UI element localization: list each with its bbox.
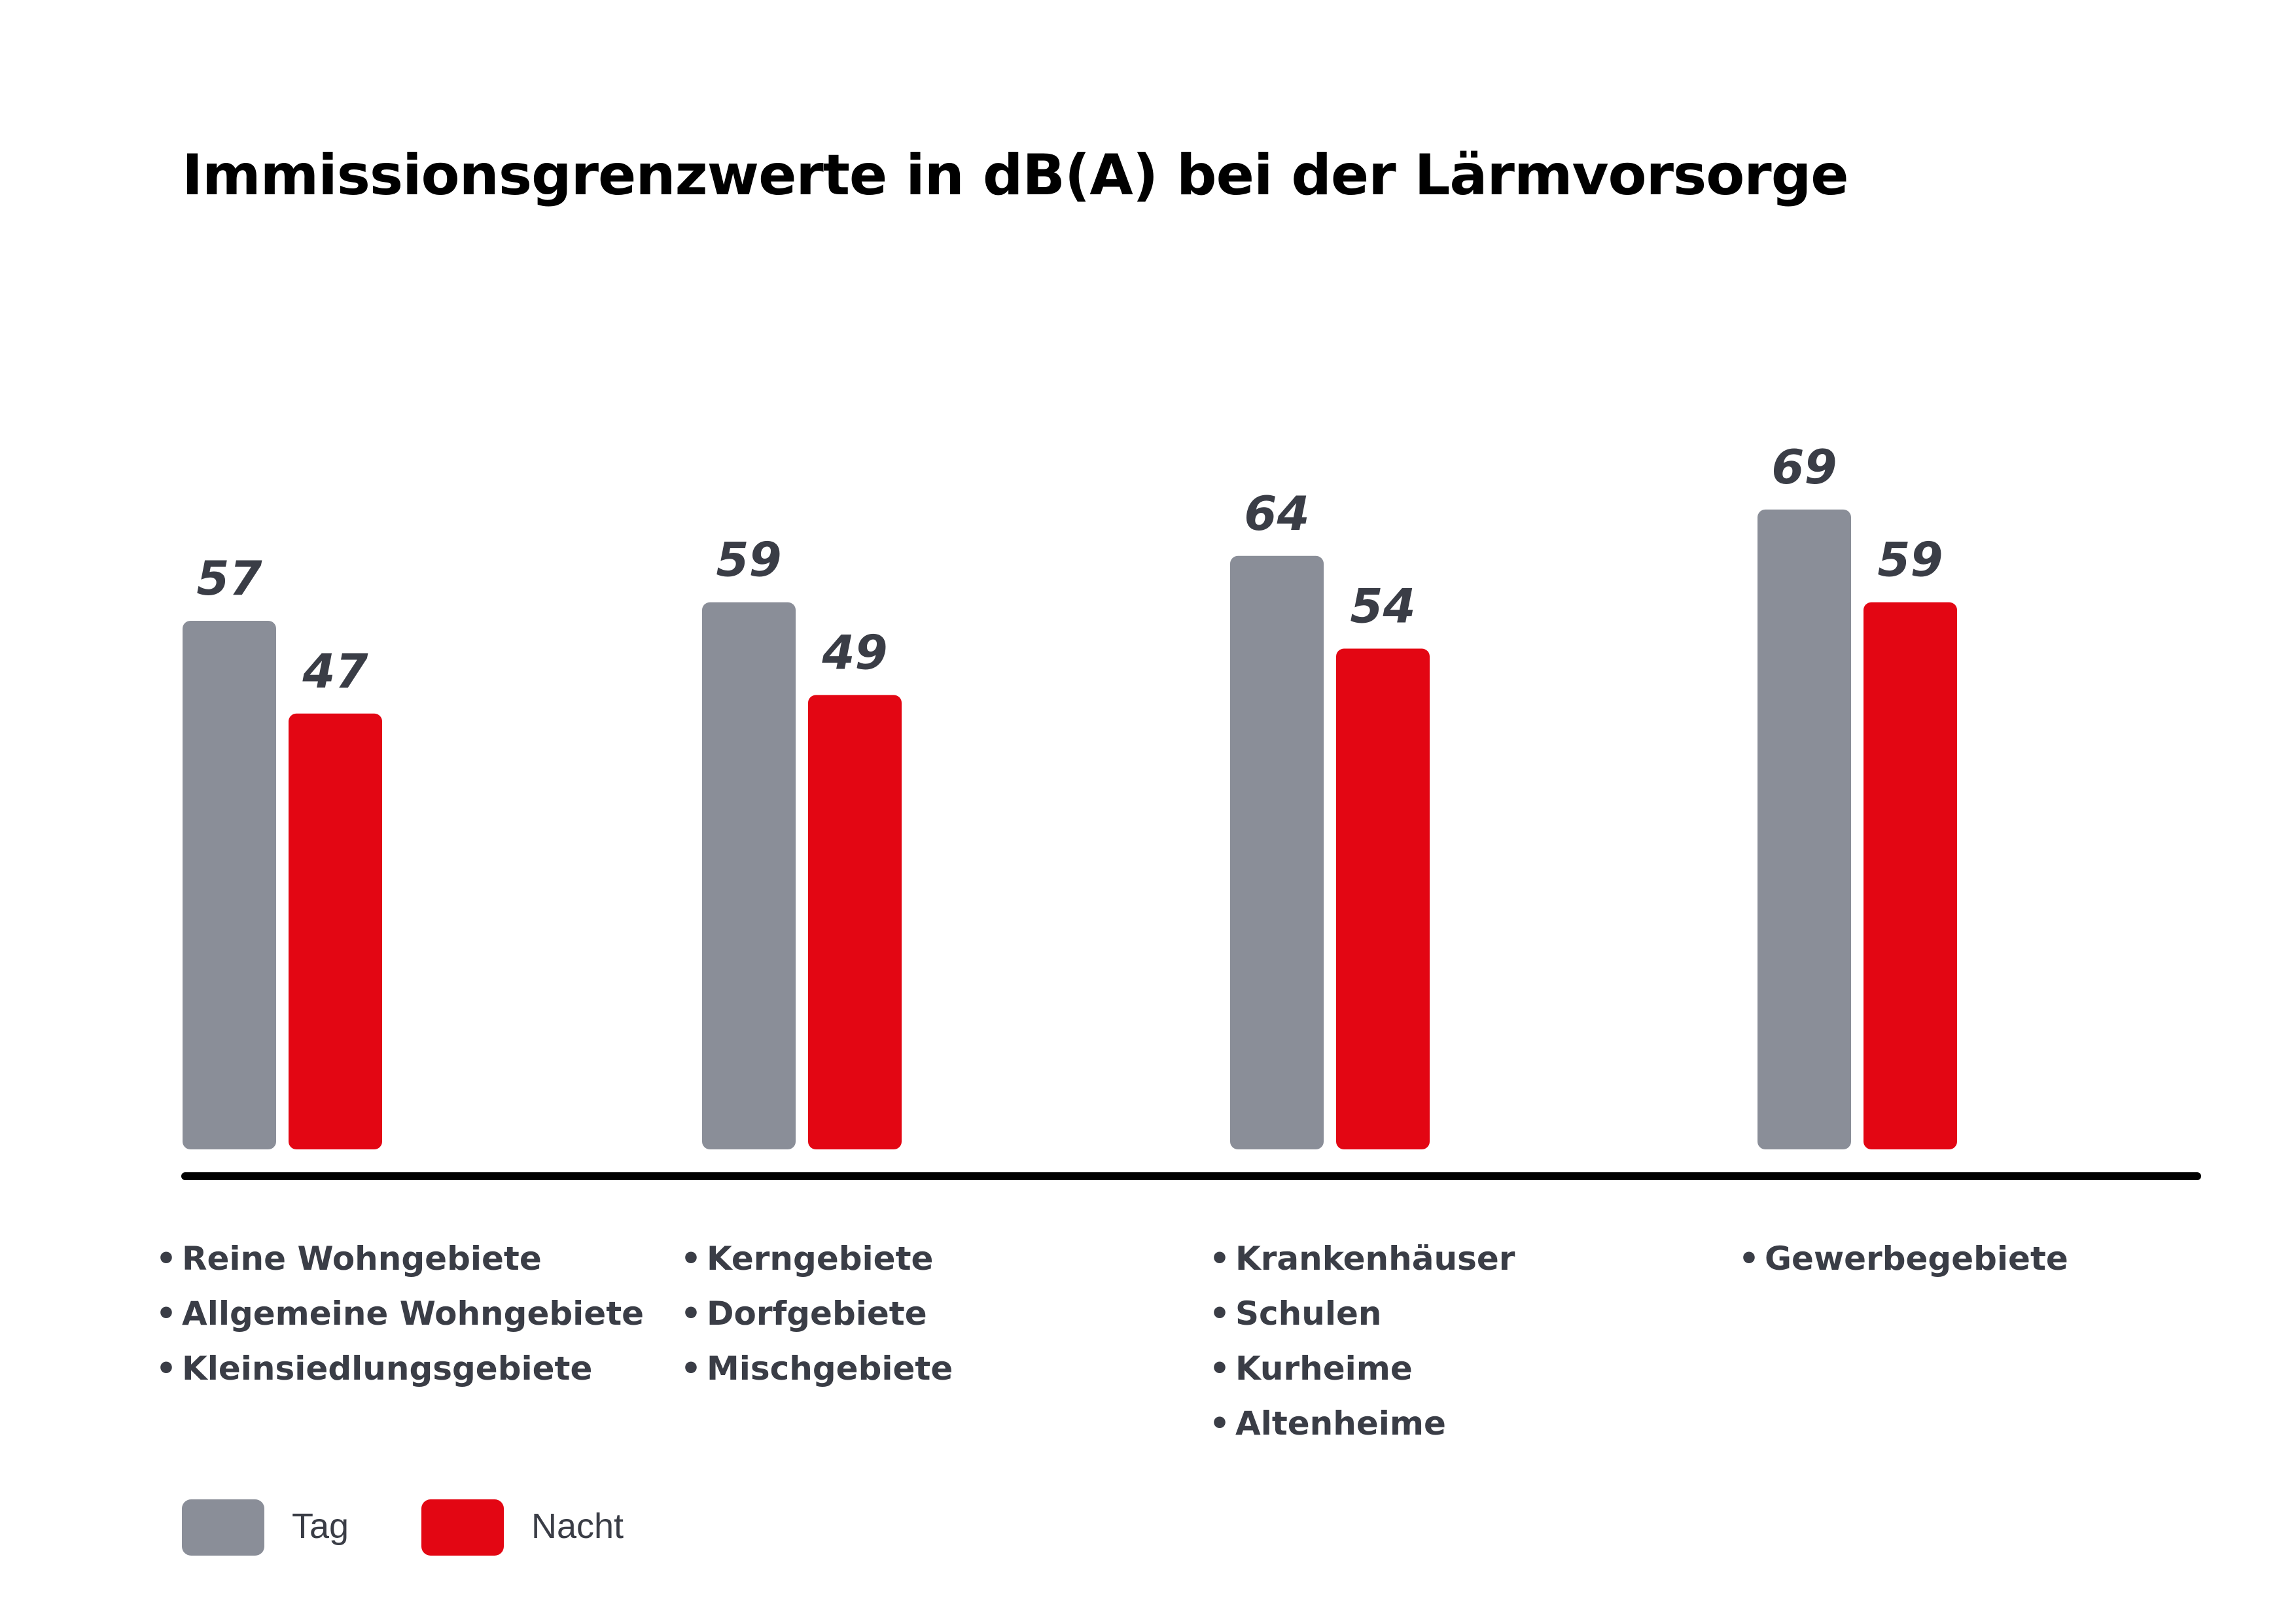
category-text: Kerngebiete bbox=[707, 1240, 934, 1278]
category-text: Altenheime bbox=[1235, 1405, 1446, 1442]
bullet: • bbox=[1209, 1405, 1230, 1442]
value-label-tag-3: 64 bbox=[1244, 486, 1309, 541]
category-text: Kleinsiedlungsgebiete bbox=[182, 1350, 593, 1387]
bullet: • bbox=[1739, 1240, 1759, 1278]
bullet: • bbox=[1209, 1240, 1230, 1278]
category-text: Gewerbegebiete bbox=[1765, 1240, 2068, 1278]
value-label-nacht-4: 59 bbox=[1877, 532, 1943, 587]
category-text: Mischgebiete bbox=[707, 1350, 953, 1387]
value-label-tag-1: 57 bbox=[196, 551, 262, 606]
legend-label-tag: Tag bbox=[292, 1507, 349, 1546]
category-list-2: • Kerngebiete • Dorfgebiete • Mischgebiete bbox=[680, 1231, 953, 1396]
category-text: Kurheime bbox=[1235, 1350, 1413, 1387]
category-list-3: • Krankenhäuser • Schulen • Kurheime • Altenhei… bbox=[1209, 1231, 1515, 1451]
category-text: Allgemeine Wohngebiete bbox=[182, 1295, 645, 1333]
bullet: • bbox=[680, 1350, 701, 1387]
bullet: • bbox=[156, 1240, 177, 1278]
bar-tag-1 bbox=[183, 621, 276, 1149]
value-labels-group: 57 59 64 69 47 49 54 59 bbox=[196, 440, 1943, 699]
bar-tag-4 bbox=[1757, 509, 1851, 1149]
category-label: • Schulen bbox=[1209, 1286, 1515, 1341]
category-label: • Gewerbegebiete bbox=[1739, 1231, 2068, 1286]
category-label: • Kleinsiedlungsgebiete bbox=[156, 1341, 644, 1396]
category-label: • Reine Wohngebiete bbox=[156, 1231, 644, 1286]
bullet: • bbox=[680, 1240, 701, 1278]
category-text: Reine Wohngebiete bbox=[182, 1240, 542, 1278]
bullet: • bbox=[680, 1295, 701, 1333]
legend-label-nacht: Nacht bbox=[531, 1507, 624, 1546]
category-text: Krankenhäuser bbox=[1235, 1240, 1515, 1278]
category-label: • Allgemeine Wohngebiete bbox=[156, 1286, 644, 1341]
bullet: • bbox=[1209, 1350, 1230, 1387]
category-text: Schulen bbox=[1235, 1295, 1382, 1333]
category-label: • Krankenhäuser bbox=[1209, 1231, 1515, 1286]
bullet: • bbox=[156, 1350, 177, 1387]
category-list-1: • Reine Wohngebiete • Allgemeine Wohngebiet… bbox=[156, 1231, 644, 1396]
bar-tag-2 bbox=[702, 602, 796, 1149]
legend-swatch-tag bbox=[182, 1499, 264, 1556]
value-label-nacht-2: 49 bbox=[821, 625, 887, 680]
category-label: • Dorfgebiete bbox=[680, 1286, 953, 1341]
value-label-tag-2: 59 bbox=[716, 532, 781, 587]
bar-nacht-2 bbox=[808, 695, 902, 1149]
value-label-nacht-3: 54 bbox=[1350, 579, 1415, 634]
category-label: • Altenheime bbox=[1209, 1396, 1515, 1451]
value-label-tag-4: 69 bbox=[1771, 440, 1837, 495]
category-label: • Mischgebiete bbox=[680, 1341, 953, 1396]
category-list-4: • Gewerbegebiete bbox=[1739, 1231, 2068, 1286]
bullet: • bbox=[1209, 1295, 1230, 1333]
bars-group bbox=[183, 509, 1957, 1149]
category-label: • Kurheime bbox=[1209, 1341, 1515, 1396]
bar-tag-3 bbox=[1230, 555, 1324, 1149]
value-label-nacht-1: 47 bbox=[302, 644, 368, 699]
category-label: • Kerngebiete bbox=[680, 1231, 953, 1286]
bar-nacht-3 bbox=[1336, 648, 1430, 1149]
chart-title: Immissionsgrenzwerte in dB(A) bei der Lä… bbox=[182, 143, 1849, 208]
legend-swatch-nacht bbox=[421, 1499, 504, 1556]
bullet: • bbox=[156, 1295, 177, 1333]
bar-nacht-4 bbox=[1863, 602, 1957, 1149]
category-text: Dorfgebiete bbox=[707, 1295, 927, 1333]
bar-nacht-1 bbox=[289, 713, 382, 1149]
